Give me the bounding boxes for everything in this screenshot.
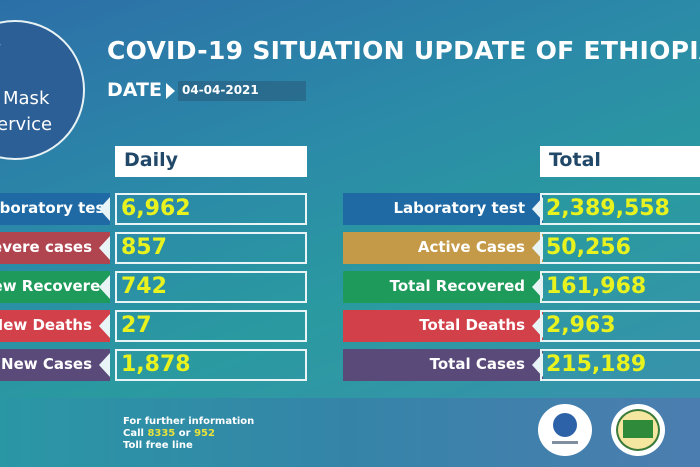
date-label: DATE [107, 79, 162, 101]
daily-label-2: New Recovered [0, 271, 110, 303]
ministry-of-health-logo [538, 404, 592, 456]
daily-value-1: 857 [115, 232, 307, 264]
footer-band [0, 398, 700, 467]
daily-value-4: 1,878 [115, 349, 307, 381]
daily-value-0: 6,962 [115, 193, 307, 225]
total-label-1: Active Cases [343, 232, 543, 264]
daily-value-2: 742 [115, 271, 307, 303]
total-heading: Total [540, 146, 700, 177]
daily-label-1: Severe cases [0, 232, 110, 264]
badge-line1: Mask [3, 88, 50, 109]
footer-info: For further information Call 8335 or 952… [123, 416, 254, 452]
total-value-2: 161,968 [540, 271, 700, 303]
total-value-1: 50,256 [540, 232, 700, 264]
total-label-4: Total Cases [343, 349, 543, 381]
daily-label-0: Laboratory test [0, 193, 110, 225]
total-label-3: Total Deaths [343, 310, 543, 342]
date-value: 04-04-2021 [178, 81, 306, 101]
footer-call: Call [123, 428, 144, 439]
play-arrow-icon [166, 83, 175, 99]
total-label-2: Total Recovered [343, 271, 543, 303]
total-value-4: 215,189 [540, 349, 700, 381]
daily-value-3: 27 [115, 310, 307, 342]
hotline-8335: 8335 [147, 428, 176, 439]
footer-or: or [178, 428, 191, 439]
total-value-3: 2,963 [540, 310, 700, 342]
mask-service-badge: “ Mask ervice [0, 20, 85, 160]
total-value-0: 2,389,558 [540, 193, 700, 225]
footer-line3: Toll free line [123, 440, 193, 451]
daily-label-4: New Cases [0, 349, 110, 381]
ephi-logo [611, 404, 665, 456]
hotline-952: 952 [194, 428, 215, 439]
daily-label-3: New Deaths [0, 310, 110, 342]
badge-line2: ervice [0, 114, 53, 135]
footer-line1: For further information [123, 416, 255, 427]
quote-icon: “ [0, 38, 2, 73]
daily-heading: Daily [115, 146, 307, 177]
total-label-0: Laboratory test [343, 193, 543, 225]
page-title: COVID-19 SITUATION UPDATE OF ETHIOPIA [107, 36, 700, 65]
